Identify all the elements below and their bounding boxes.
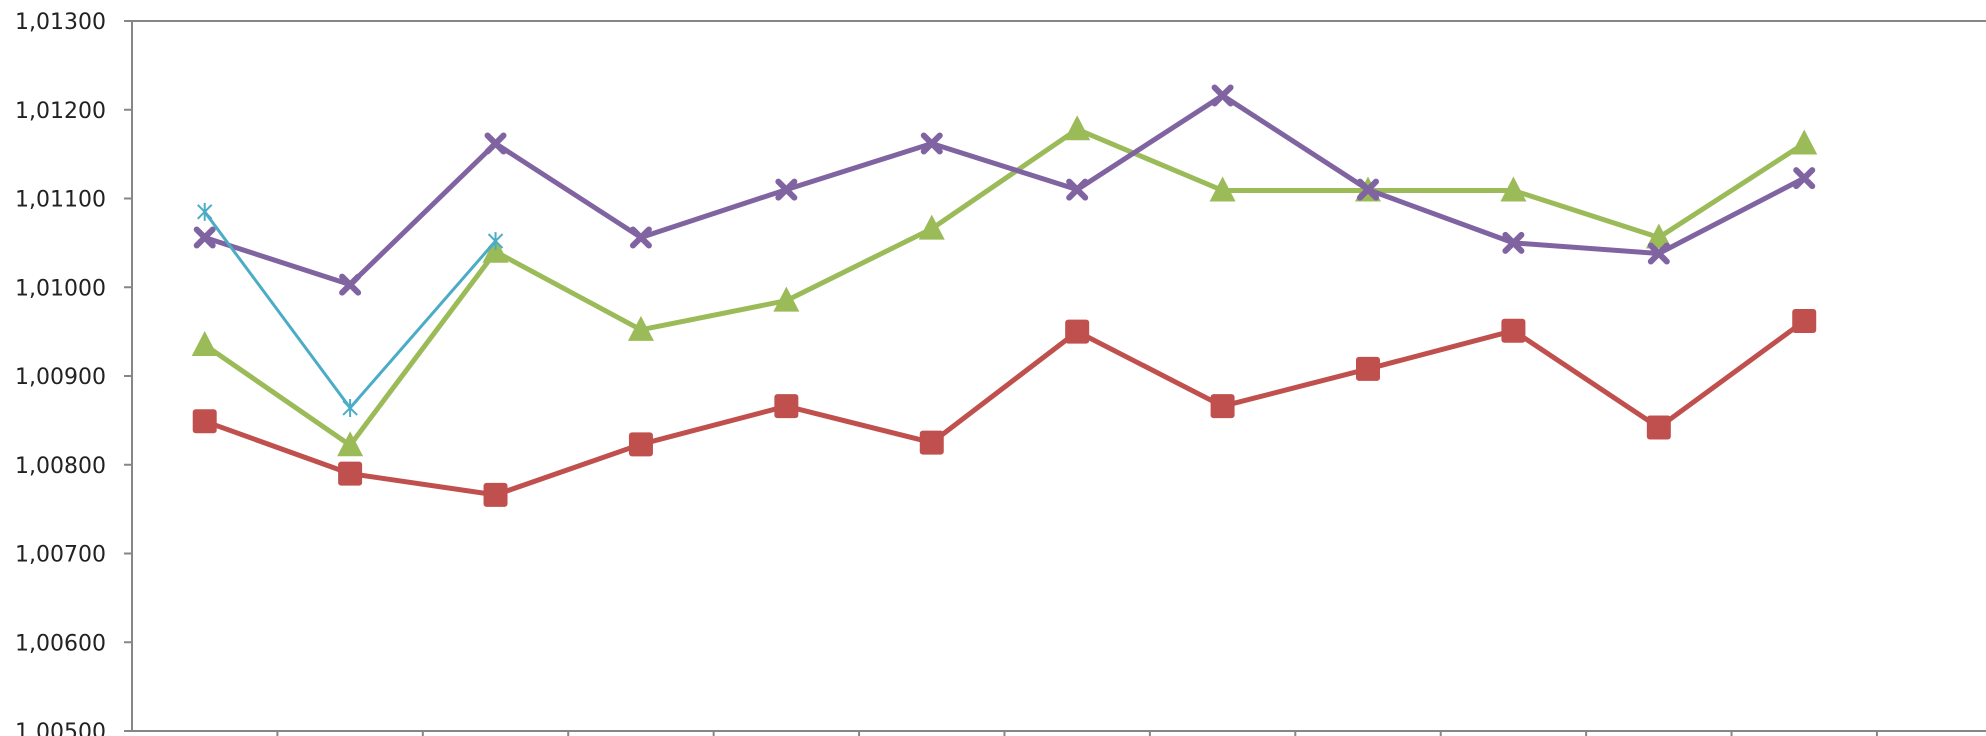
data-point [775,178,798,201]
data-point [339,273,362,296]
data-point [1211,84,1234,107]
series-group [191,84,1818,507]
series-1 [192,308,1817,507]
y-tick-label: 1,01300 [15,10,106,35]
data-point [1647,242,1670,265]
data-point [1066,178,1089,201]
data-point [342,398,358,417]
data-point [920,132,943,155]
data-point [1792,308,1817,333]
data-point [337,431,364,457]
data-point [918,214,945,240]
y-tick-label: 1,00800 [15,454,106,479]
y-tick-label: 1,00900 [15,365,106,390]
data-point [196,202,213,221]
data-point [1357,178,1379,201]
data-point [482,237,509,263]
data-point [338,461,363,486]
series-3 [193,84,1816,296]
series-2 [191,115,1818,457]
y-tick-label: 1,01100 [15,188,106,213]
data-point [1209,176,1236,202]
data-point [1501,318,1526,343]
data-point [627,315,654,341]
data-point [191,330,218,356]
data-point [192,409,217,434]
series-4 [196,202,504,417]
series-line [202,318,1807,498]
data-point [1793,167,1816,190]
data-point [1502,231,1525,254]
data-point [628,432,653,457]
y-tick-label: 1,00600 [15,631,106,656]
data-point [1791,129,1818,155]
data-point [1210,394,1235,419]
y-tick-label: 1,00500 [15,720,106,736]
data-point [1500,176,1527,202]
series-line [202,93,1807,288]
y-tick-label: 1,00700 [15,543,106,568]
axes: 1,00500 1,00600 1,00700 1,00800 1,00900 1,010… [15,10,1986,736]
data-point [1065,319,1090,344]
y-tick-label: 1,01200 [15,99,106,124]
data-point [919,430,944,455]
series-line [202,126,1807,448]
data-point [483,482,508,507]
data-point [629,226,652,249]
data-point [1646,415,1671,440]
y-tick-label: 1,01000 [15,276,106,301]
data-point [1356,356,1380,381]
data-point [1064,115,1091,141]
data-point [773,286,800,312]
data-point [193,226,216,249]
data-point [487,232,504,251]
data-point [484,132,507,155]
data-point [774,394,799,419]
data-point [1645,223,1672,249]
